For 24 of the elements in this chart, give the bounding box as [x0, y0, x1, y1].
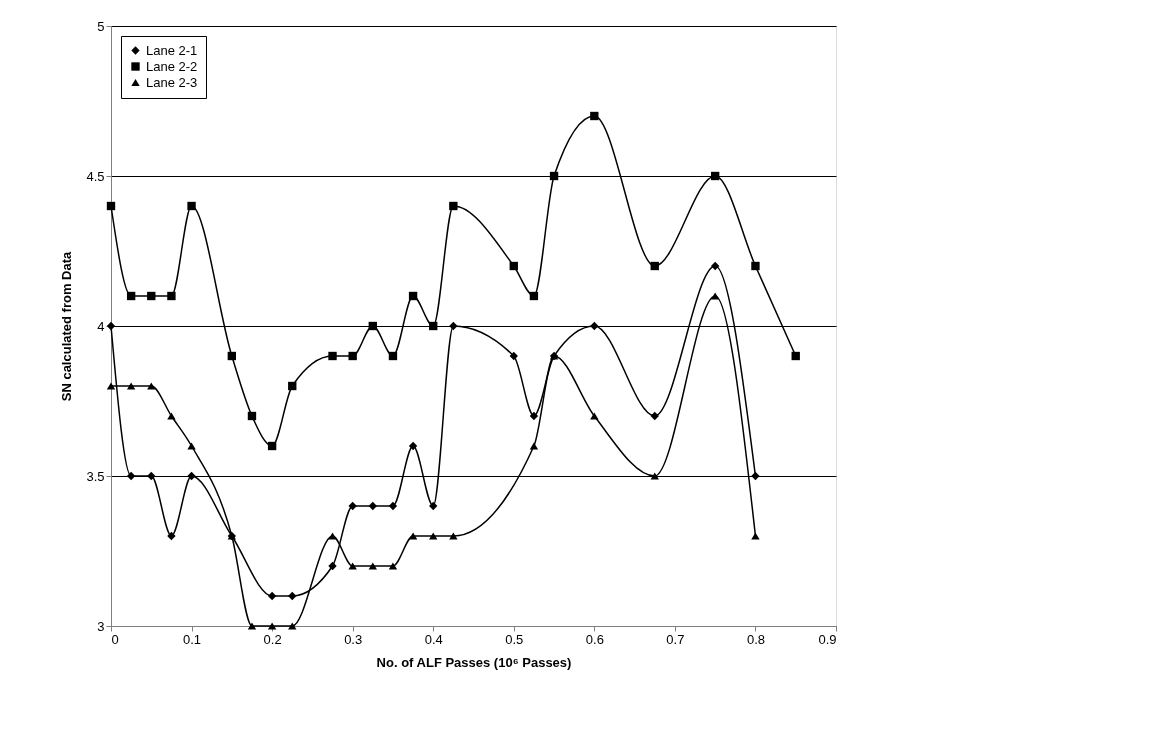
- x-tick-label: 0.4: [424, 631, 443, 647]
- y-tick-label: 5: [97, 18, 105, 34]
- y-tick-label: 4.5: [86, 168, 105, 184]
- legend-label: Lane 2-3: [146, 74, 198, 90]
- point: [106, 382, 116, 390]
- x-tick-label: 0.6: [585, 631, 604, 647]
- y-tick-label: 3: [97, 618, 105, 634]
- x-axis-title: No. of ALF Passes (10⁶ Passes): [376, 654, 572, 670]
- legend-label: Lane 2-1: [146, 42, 198, 58]
- x-tick-label: 0: [111, 631, 119, 647]
- x-tick-label: 0.2: [263, 631, 282, 647]
- y-tick-label: 4: [97, 318, 105, 334]
- x-tick-label: 0.7: [666, 631, 685, 647]
- point: [348, 562, 357, 570]
- y-axis-title: SN calculated from Data: [59, 250, 75, 402]
- x-tick-label: 0.9: [818, 631, 837, 647]
- x-tick-label: 0.1: [183, 631, 202, 647]
- y-tick-label: 3.5: [86, 468, 105, 484]
- legend-label: Lane 2-2: [146, 58, 198, 74]
- x-tick-label: 0.5: [505, 631, 524, 647]
- point: [751, 532, 760, 540]
- x-tick-label: 0.8: [746, 631, 765, 647]
- x-tick-label: 0.3: [344, 631, 363, 647]
- point: [106, 321, 116, 331]
